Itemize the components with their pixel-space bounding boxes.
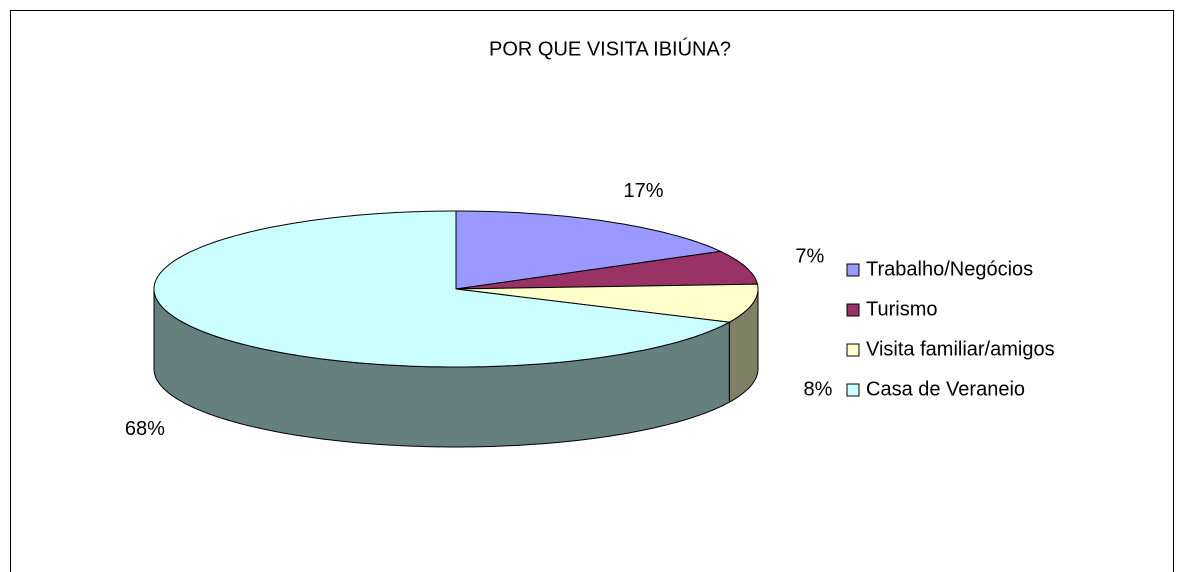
legend-label: Turismo: [866, 298, 937, 320]
pie-slice: [455, 250, 759, 290]
legend-swatch: [846, 383, 860, 397]
data-label: 17%: [624, 180, 664, 202]
data-label: 8%: [803, 378, 832, 400]
data-label: 68%: [125, 418, 165, 440]
chart-title: POR QUE VISITA IBIÚNA?: [489, 37, 731, 60]
legend-swatch: [846, 303, 860, 317]
pie-slice: [455, 283, 759, 323]
pie-slice: [455, 210, 723, 290]
data-label: 7%: [795, 246, 824, 268]
legend-label: Trabalho/Negócios: [866, 258, 1033, 280]
legend-swatch: [846, 263, 860, 277]
legend-label: Casa de Veraneio: [866, 378, 1025, 400]
legend-swatch: [846, 343, 860, 357]
pie-slice: [153, 210, 731, 368]
legend-label: Visita familiar/amigos: [866, 338, 1055, 360]
